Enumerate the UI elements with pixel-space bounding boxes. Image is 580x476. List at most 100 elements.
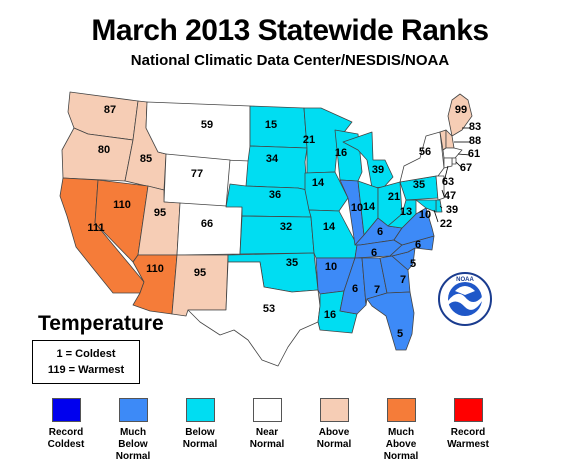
state-ma xyxy=(442,147,463,159)
legend-swatch-above-normal xyxy=(319,398,349,422)
rank-label-me: 99 xyxy=(455,104,467,116)
legend-label-line: Normal xyxy=(316,439,352,450)
state-nd xyxy=(249,105,308,149)
legend-label-above-normal: Above Normal xyxy=(296,427,372,451)
state-ks xyxy=(239,215,315,255)
rank-label-tx: 53 xyxy=(263,303,275,315)
rank-label-sd: 34 xyxy=(266,153,279,165)
rank-label-wi: 16 xyxy=(335,147,347,159)
legend-label-line: Normal xyxy=(249,439,285,450)
legend-item-above-normal: Above Normal xyxy=(296,398,372,451)
rank-label-wy: 77 xyxy=(191,168,203,180)
rank-label-ca: 111 xyxy=(87,222,104,234)
rank-label-al: 7 xyxy=(374,284,380,296)
rank-label-ar: 10 xyxy=(325,261,337,273)
state-ct xyxy=(443,157,453,169)
map-subtitle: National Climatic Data Center/NESDIS/NOA… xyxy=(130,52,450,69)
legend-swatch-much-above-normal xyxy=(386,398,416,422)
rank-label-la: 16 xyxy=(324,309,336,321)
legend-label-record-warmest: Record Warmest xyxy=(430,427,506,451)
legend-label-much-above-normal: Much Above Normal xyxy=(363,427,439,463)
rank-label-ny: 56 xyxy=(419,146,431,158)
rank-label-ne: 36 xyxy=(269,189,281,201)
rank-label-mt: 59 xyxy=(201,119,213,131)
rank-label-az: 110 xyxy=(146,263,164,275)
legend-label-line: Much xyxy=(119,427,147,438)
rank-label-ri: 67 xyxy=(460,162,472,174)
legend-label-record-coldest: Record Coldest xyxy=(28,427,104,451)
state-md xyxy=(405,199,437,213)
legend-label-line: Normal xyxy=(115,451,151,462)
rank-label-mi: 39 xyxy=(372,164,384,176)
legend-label-line: Normal xyxy=(383,451,419,462)
legend-item-record-coldest: Record Coldest xyxy=(28,398,104,451)
rank-label-nc: 6 xyxy=(415,239,421,251)
state-me xyxy=(447,93,473,137)
rank-label-md: 22 xyxy=(440,218,452,230)
legend-item-below-normal: Below Normal xyxy=(162,398,238,451)
state-mo xyxy=(308,209,358,259)
legend-label-line: Below xyxy=(185,427,215,438)
rank-label-sc: 5 xyxy=(410,258,416,270)
rank-key-coldest: 1 = Coldest xyxy=(56,348,116,360)
state-mt xyxy=(145,101,251,162)
legend-label-line: Record xyxy=(48,427,84,438)
rank-label-ma: 61 xyxy=(468,148,480,160)
rank-label-ut: 95 xyxy=(154,207,166,219)
legend-label-line: Much xyxy=(387,427,415,438)
rank-label-wa: 87 xyxy=(104,104,116,116)
legend-label-line: Above xyxy=(318,427,350,438)
legend-label-line: Warmest xyxy=(447,439,489,450)
legend-item-much-above-normal: Much Above Normal xyxy=(363,398,439,463)
legend-label-line: Below xyxy=(118,439,148,450)
state-wy xyxy=(163,153,231,208)
legend-label-line: Coldest xyxy=(47,439,85,450)
rank-label-ok: 35 xyxy=(286,257,298,269)
rank-label-or: 80 xyxy=(98,144,110,156)
state-nj xyxy=(435,175,445,201)
rank-label-nj: 47 xyxy=(444,190,456,202)
noaa-logo-text: NOAA xyxy=(456,277,474,283)
state-de xyxy=(435,199,443,213)
rank-label-oh: 21 xyxy=(388,191,400,203)
noaa-logo: NOAA xyxy=(437,271,493,327)
rank-label-mn: 21 xyxy=(303,134,315,146)
legend-swatch-record-warmest xyxy=(453,398,483,422)
legend-label-line: Near xyxy=(255,427,279,438)
rank-label-ky: 6 xyxy=(377,226,383,238)
rank-label-tn: 6 xyxy=(371,247,377,259)
rank-label-va: 10 xyxy=(419,209,431,221)
rank-label-de: 39 xyxy=(446,204,458,216)
rank-label-fl: 5 xyxy=(397,328,403,340)
legend-item-near-normal: Near Normal xyxy=(229,398,305,451)
rank-label-ks: 32 xyxy=(280,221,292,233)
legend-label-line: Above xyxy=(385,439,417,450)
legend-heading: Temperature xyxy=(38,312,164,335)
legend-label-line: Record xyxy=(450,427,486,438)
state-mi xyxy=(342,131,394,189)
rank-label-mo: 14 xyxy=(323,221,336,233)
rank-label-ms: 6 xyxy=(352,283,358,295)
legend-label-below-normal: Below Normal xyxy=(162,427,238,451)
rank-label-ga: 7 xyxy=(400,274,406,286)
rank-label-vt: 83 xyxy=(469,121,481,133)
legend-swatch-near-normal xyxy=(252,398,282,422)
rank-label-in: 14 xyxy=(363,201,376,213)
rank-label-il: 10 xyxy=(351,202,363,214)
rank-label-nv: 110 xyxy=(113,199,131,211)
rank-label-ct: 63 xyxy=(442,176,454,188)
legend-label-near-normal: Near Normal xyxy=(229,427,305,451)
rank-label-pa: 35 xyxy=(413,179,425,191)
map-title: March 2013 Statewide Ranks xyxy=(91,14,489,47)
legend-swatch-below-normal xyxy=(185,398,215,422)
legend-swatch-much-below-normal xyxy=(118,398,148,422)
state-nm xyxy=(171,254,229,317)
state-fl xyxy=(366,291,415,351)
rank-label-ia: 14 xyxy=(312,177,325,189)
state-ri xyxy=(451,157,457,165)
rank-label-nm: 95 xyxy=(194,267,206,279)
rank-label-wv: 13 xyxy=(400,206,412,218)
legend-swatch-record-coldest xyxy=(51,398,81,422)
rank-label-co: 66 xyxy=(201,218,213,230)
